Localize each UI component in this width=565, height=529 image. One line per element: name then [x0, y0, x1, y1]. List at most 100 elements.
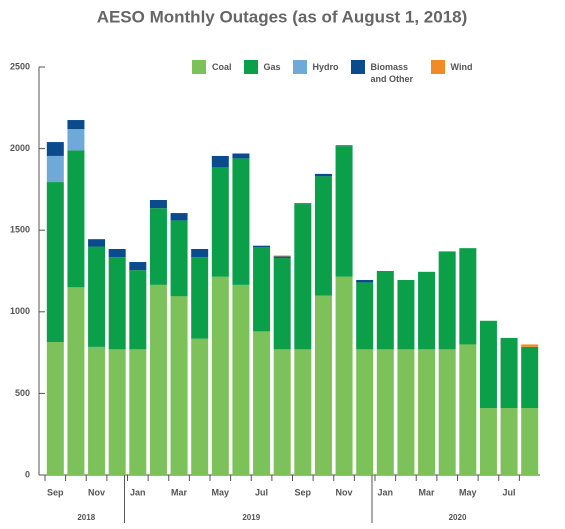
bar-segment: [108, 349, 126, 475]
bar-segment: [253, 245, 271, 248]
bar-segment: [500, 408, 518, 475]
chart-title: AESO Monthly Outages (as of August 1, 20…: [97, 7, 468, 26]
legend-swatch: [430, 60, 445, 74]
bar-segment: [170, 296, 188, 475]
legend-item: Gas: [243, 60, 281, 74]
bar-segment: [67, 129, 85, 151]
bar-segment: [46, 155, 64, 183]
bar-segment: [232, 284, 250, 475]
year-label: 2018: [77, 513, 95, 522]
x-tick-label: Mar: [419, 487, 436, 497]
y-tick-label: 0: [25, 469, 30, 479]
bar-segment: [459, 248, 477, 345]
bar-segment: [356, 279, 374, 283]
legend: Coal Gas Hydro Biomass and Other Wind: [192, 60, 484, 85]
y-tick-label: 500: [15, 388, 30, 398]
bar-segment: [191, 338, 209, 475]
bar-segment: [67, 287, 85, 475]
bar-segment: [418, 349, 436, 475]
bar-segment: [314, 173, 332, 177]
bar-segment: [253, 331, 271, 475]
legend-label: Gas: [263, 62, 281, 72]
bar-segment: [149, 200, 167, 209]
bar-segment: [376, 349, 394, 475]
x-tick-label: Sep: [295, 487, 312, 497]
legend-swatch: [192, 60, 206, 74]
bar-segment: [149, 208, 167, 285]
bar-segment: [376, 271, 394, 350]
legend-swatch: [292, 60, 307, 74]
bar-segment: [459, 344, 477, 475]
legend-label: Hydro: [312, 62, 339, 72]
legend-swatch: [350, 60, 365, 74]
bar-segment: [88, 246, 106, 347]
bar-segment: [129, 262, 147, 271]
bar-segment: [521, 346, 539, 409]
bar-segment: [232, 158, 250, 285]
bar-segment: [149, 284, 167, 475]
x-tick-label: Nov: [336, 487, 353, 497]
legend-label: Biomass and Other: [370, 62, 414, 84]
bar-segment: [397, 349, 415, 475]
legend-item: Biomass and Other: [350, 60, 419, 85]
bar-segment: [314, 295, 332, 475]
bar-segment: [211, 276, 229, 475]
bar-segment: [67, 120, 85, 130]
bar-segment: [67, 150, 85, 288]
bar-segment: [273, 256, 291, 258]
legend-item: Wind: [430, 60, 472, 74]
y-tick-label: 2000: [10, 143, 30, 153]
bar-segment: [356, 349, 374, 475]
bar-segment: [335, 145, 353, 147]
bar-segment: [88, 239, 106, 247]
bar-segment: [273, 257, 291, 350]
legend-item: Hydro: [292, 60, 339, 74]
bar-segment: [88, 346, 106, 475]
bar-segment: [211, 167, 229, 277]
bar-segment: [129, 270, 147, 350]
x-tick-label: Nov: [88, 487, 105, 497]
x-tick-label: Jul: [503, 487, 516, 497]
bar-segment: [129, 349, 147, 475]
bar-segment: [108, 257, 126, 350]
legend-item: Coal: [192, 60, 232, 74]
x-tick-label: Mar: [171, 487, 188, 497]
bar-segment: [273, 255, 291, 257]
x-tick-label: May: [212, 487, 230, 497]
bar-segment: [170, 213, 188, 221]
bar-segment: [294, 204, 312, 350]
x-tick-label: Jan: [130, 487, 146, 497]
bar-segment: [438, 251, 456, 350]
bar-segment: [479, 320, 497, 409]
bar-segment: [46, 182, 64, 342]
y-tick-label: 1500: [10, 225, 30, 235]
bar-segment: [46, 341, 64, 475]
bar-segment: [438, 349, 456, 475]
bar-segment: [356, 282, 374, 350]
bar-segment: [335, 146, 353, 277]
x-tick-label: May: [459, 487, 477, 497]
bar-segment: [500, 337, 518, 409]
bar-segment: [191, 248, 209, 258]
legend-label: Coal: [212, 62, 232, 72]
bar-segment: [314, 176, 332, 296]
x-tick-label: Sep: [47, 487, 64, 497]
year-label: 2019: [242, 513, 260, 522]
bar-segment: [253, 247, 271, 332]
bar-segment: [521, 408, 539, 475]
y-tick-label: 1000: [10, 306, 30, 316]
x-tick-label: Jul: [255, 487, 268, 497]
bar-segment: [521, 344, 539, 347]
y-tick-label: 2500: [10, 61, 30, 71]
bar-segment: [335, 276, 353, 475]
bar-segment: [273, 349, 291, 475]
bar-segment: [108, 248, 126, 258]
bar-segment: [211, 155, 229, 168]
legend-swatch: [243, 60, 258, 74]
bar-segment: [418, 271, 436, 350]
year-label: 2020: [449, 513, 467, 522]
x-tick-label: Jan: [378, 487, 394, 497]
bar-segment: [294, 203, 312, 205]
